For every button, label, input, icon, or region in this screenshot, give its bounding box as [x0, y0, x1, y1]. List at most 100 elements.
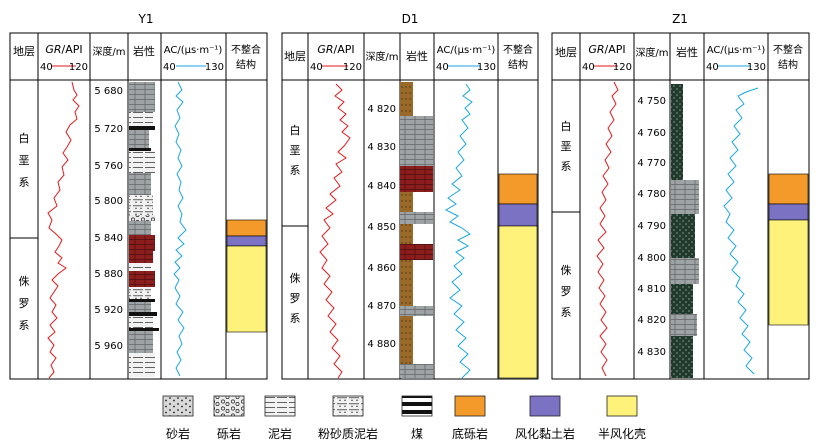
header-stratum-z1: 地层: [555, 46, 577, 59]
depth-tick-z1-7: 4 820: [637, 315, 666, 326]
header-gr-max-d1: 120: [343, 62, 362, 73]
depth-tick-z1-5: 4 800: [637, 253, 666, 264]
legend: 砂岩 砾岩 泥岩 粉砂质泥岩 煤 底砾岩 风化黏土岩 半风化壳: [162, 395, 646, 441]
zone-weathered-clay-y1: [226, 235, 267, 247]
header-lithology-d1: 岩性: [406, 49, 428, 63]
header-gr-d1: GR/API: [317, 43, 354, 56]
depth-tick-z1-4: 4 790: [637, 221, 666, 232]
legend-label-silty-mudstone: 粉砂质泥岩: [318, 426, 378, 441]
well-panel-y1: Y1 地层 GR/API 40 120 深度/m 岩性 AC/(μs·m⁻¹) …: [9, 12, 268, 380]
litho-d1-brown-4: [400, 260, 413, 306]
stratum-cretaceous-char3-z1: 系: [561, 160, 572, 173]
legend-item-semi-weathered-crust: 半风化壳: [598, 395, 646, 441]
header-ac-min-d1: 40: [436, 62, 449, 73]
depth-scale-d1: 4 820 4 830 4 840 4 850 4 860 4 870 4 88…: [367, 104, 396, 350]
litho-d1-red-2: [400, 244, 433, 260]
well-panel-d1: D1 地层 GR/API 40 120 深度/m 岩性 AC/(μs·m⁻¹) …: [281, 12, 539, 380]
depth-tick-z1-0: 4 750: [637, 96, 666, 107]
stratum-cretaceous-char3-d1: 系: [290, 164, 301, 177]
depth-tick-d1-1: 4 830: [367, 142, 396, 153]
well-title-z1: Z1: [672, 12, 688, 26]
depth-tick-z1-1: 4 760: [637, 128, 666, 139]
header-unconf1-y1: 不整合: [231, 43, 261, 56]
legend-swatch-sandstone: [162, 395, 194, 417]
header-gr-min-z1: 40: [582, 62, 595, 73]
lithology-column-y1: [129, 82, 159, 377]
header-ac-min-z1: 40: [706, 62, 719, 73]
legend-label-sandstone: 砂岩: [166, 426, 190, 441]
litho-y1-sand-5: [129, 302, 151, 312]
depth-scale-y1: 5 680 5 720 5 760 5 800 5 840 5 880 5 92…: [94, 86, 123, 352]
stratum-jurassic-char3-d1: 系: [290, 312, 301, 325]
litho-y1-mud-4: [129, 263, 151, 271]
stratum-jurassic-char3-z1: 系: [561, 306, 572, 319]
litho-d1-sand-1: [400, 116, 433, 166]
litho-z1-dark-4: [671, 336, 693, 378]
stratum-jurassic-char1-z1: 侏: [561, 264, 572, 277]
legend-item-coal: 煤: [401, 395, 433, 441]
legend-swatch-semi-weathered-crust: [606, 395, 638, 417]
depth-tick-z1-6: 4 810: [637, 284, 666, 295]
stratum-cretaceous-char3-y1: 系: [19, 176, 30, 189]
stratum-jurassic-char2-z1: 罗: [561, 285, 572, 298]
legend-label-coal: 煤: [411, 427, 423, 441]
litho-y1-mud-6: [129, 353, 155, 377]
zone-weathered-clay-d1: [498, 203, 538, 227]
header-depth-z1: 深度/m: [635, 46, 668, 59]
header-depth-y1: 深度/m: [92, 45, 125, 58]
stratum-cretaceous-char1-y1: 白: [19, 131, 30, 145]
depth-tick-z1-8: 4 830: [637, 347, 666, 358]
depth-tick-d1-5: 4 870: [367, 301, 396, 312]
header-ac-max-z1: 130: [747, 62, 766, 73]
header-gr-min-y1: 40: [40, 62, 53, 73]
litho-y1-sand-6: [129, 331, 153, 353]
legend-swatch-weathered-clay: [529, 395, 561, 417]
litho-z1-dark-3: [671, 284, 693, 314]
depth-tick-d1-2: 4 840: [367, 181, 396, 192]
header-lithology-y1: 岩性: [133, 44, 155, 58]
stratum-jurassic-char1-y1: 侏: [19, 275, 30, 288]
depth-tick-z1-3: 4 780: [637, 189, 666, 200]
legend-item-sandstone: 砂岩: [162, 395, 194, 441]
stratum-jurassic-char2-y1: 罗: [19, 297, 30, 310]
lithology-column-z1: [671, 84, 699, 378]
litho-y1-silt-1: [129, 287, 151, 299]
depth-tick-y1-4: 5 840: [94, 233, 123, 244]
litho-y1-red-2: [129, 251, 153, 263]
panel-frame-y1: [9, 32, 268, 380]
header-ac-max-d1: 130: [477, 62, 496, 73]
legend-label-semi-weathered-crust: 半风化壳: [598, 427, 646, 441]
well-title-y1: Y1: [138, 12, 154, 26]
legend-label-conglomerate: 砾岩: [217, 426, 241, 441]
depth-tick-y1-3: 5 800: [94, 196, 123, 207]
zone-basal-conglomerate-d1: [498, 173, 538, 205]
litho-y1-coal-4: [129, 312, 157, 316]
gr-curve-y1: [47, 81, 80, 379]
stratum-cretaceous-char2-z1: 垩: [561, 140, 572, 153]
litho-y1-sand-2: [129, 130, 149, 148]
stratum-cretaceous-char1-d1: 白: [290, 123, 301, 137]
depth-tick-d1-6: 4 880: [367, 339, 396, 350]
depth-tick-d1-3: 4 850: [367, 222, 396, 233]
lithology-column-d1: [400, 82, 433, 378]
legend-swatch-silty-mudstone: [332, 395, 364, 417]
header-unconf2-z1: 结构: [778, 58, 798, 71]
ac-curve-z1: [723, 87, 759, 375]
legend-label-basal-conglomerate: 底砾岩: [452, 426, 488, 441]
header-unconf1-z1: 不整合: [773, 43, 803, 56]
litho-z1-sand-2: [671, 258, 699, 284]
depth-tick-y1-6: 5 920: [94, 305, 123, 316]
header-gr-z1: GR/API: [588, 43, 625, 56]
header-stratum-y1: 地层: [13, 45, 35, 58]
depth-tick-y1-5: 5 880: [94, 269, 123, 280]
stratum-cretaceous-char2-y1: 垩: [19, 154, 30, 167]
depth-tick-y1-1: 5 720: [94, 124, 123, 135]
depth-tick-y1-2: 5 760: [94, 161, 123, 172]
zone-basal-conglomerate-y1: [226, 219, 267, 237]
header-stratum-d1: 地层: [284, 50, 306, 63]
well-title-d1: D1: [402, 12, 419, 26]
litho-d1-brown-1: [400, 82, 413, 116]
litho-z1-dark-2: [671, 214, 695, 258]
stratum-cretaceous-char2-d1: 垩: [290, 144, 301, 157]
